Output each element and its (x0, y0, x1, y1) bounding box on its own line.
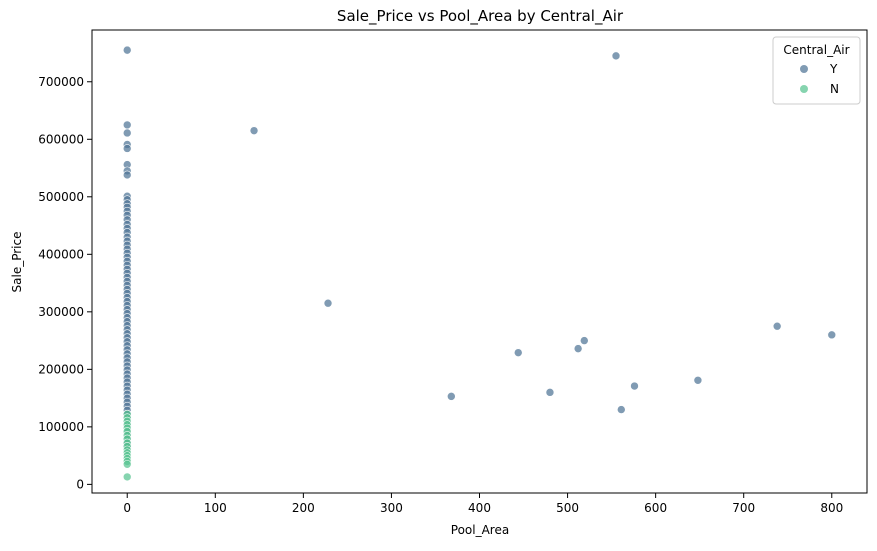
y-tick-label: 100000 (38, 420, 84, 434)
x-tick-label: 300 (380, 501, 403, 515)
data-point-y (447, 392, 456, 401)
data-point-y (122, 128, 132, 138)
x-axis-label: Pool_Area (451, 523, 509, 537)
data-point-y (122, 170, 132, 180)
data-point-y (545, 388, 555, 397)
y-tick-label: 400000 (38, 247, 84, 261)
data-point-y (573, 344, 583, 353)
legend: Central_Air YN (772, 36, 861, 105)
x-tick-label: 800 (820, 501, 843, 515)
legend-label-n: N (830, 82, 839, 96)
data-point-y (122, 45, 132, 55)
data-point-y (249, 126, 259, 135)
data-point-y (122, 144, 132, 153)
data-point-y (580, 336, 589, 345)
data-point-y (323, 298, 333, 308)
data-point-y (122, 120, 132, 130)
y-axis-label: Sale_Price (10, 232, 24, 293)
x-tick-label: 100 (204, 501, 227, 515)
data-point-y (693, 375, 703, 385)
y-tick-label: 600000 (38, 132, 84, 146)
data-point-y (616, 405, 626, 414)
legend-label-y: Y (829, 62, 838, 76)
x-tick-label: 0 (123, 501, 131, 515)
y-axis: 0 100000 200000 300000 400000 500000 600000 700… (38, 75, 92, 491)
data-point-n (122, 472, 132, 482)
data-point-n (122, 459, 132, 469)
x-tick-label: 600 (644, 501, 667, 515)
y-tick-label: 300000 (38, 305, 84, 319)
x-tick-label: 400 (468, 501, 491, 515)
x-tick-label: 200 (292, 501, 315, 515)
legend-marker-y (800, 65, 808, 73)
data-point-y (630, 381, 639, 391)
x-tick-label: 500 (556, 501, 579, 515)
legend-title: Central_Air (783, 43, 849, 57)
y-tick-label: 700000 (38, 75, 84, 89)
data-point-y (772, 321, 782, 331)
chart-title: Sale_Price vs Pool_Area by Central_Air (337, 7, 624, 26)
plot-frame (91, 29, 868, 494)
data-point-y (611, 51, 621, 61)
y-tick-label: 200000 (38, 362, 84, 376)
data-point-y (513, 348, 523, 357)
x-tick-label: 700 (732, 501, 755, 515)
y-tick-label: 0 (76, 477, 84, 491)
legend-box (772, 36, 861, 105)
x-axis: 0 100 200 300 400 500 600 700 800 (123, 493, 843, 515)
plot-points (122, 45, 837, 482)
data-point-y (827, 330, 837, 340)
y-tick-label: 500000 (38, 190, 84, 204)
legend-marker-n (800, 85, 808, 93)
